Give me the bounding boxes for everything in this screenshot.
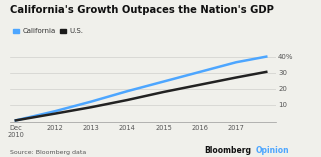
Text: Source: Bloomberg data: Source: Bloomberg data — [10, 150, 86, 155]
Legend: California, U.S.: California, U.S. — [13, 28, 83, 34]
Text: Bloomberg: Bloomberg — [204, 146, 251, 155]
Text: California's Growth Outpaces the Nation's GDP: California's Growth Outpaces the Nation'… — [10, 5, 273, 15]
Text: Opinion: Opinion — [255, 146, 289, 155]
